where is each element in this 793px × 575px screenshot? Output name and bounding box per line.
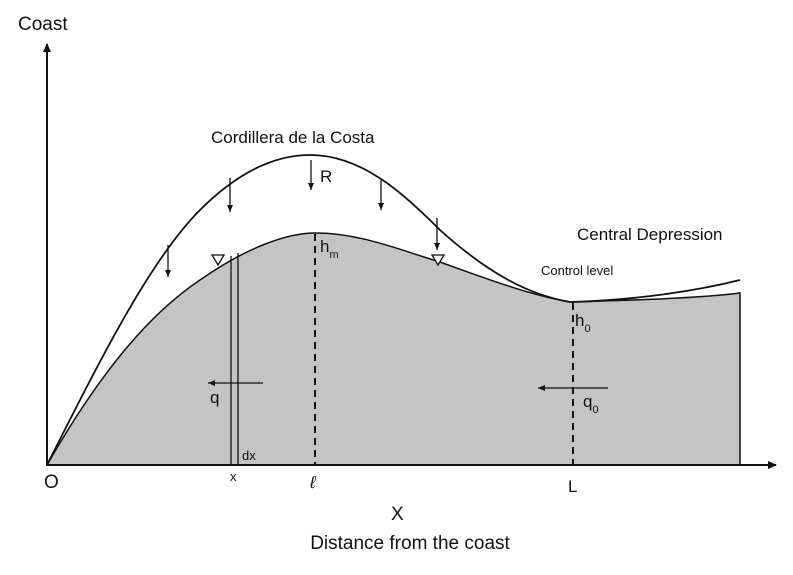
x-label: x — [230, 469, 237, 484]
h0-label: h0 — [575, 311, 591, 335]
ell-label: ℓ — [309, 473, 316, 492]
x-axis-title: Distance from the coast — [310, 533, 510, 554]
q0-label: q0 — [583, 392, 599, 416]
control-level-label: Control level — [541, 263, 613, 278]
mountain-label: Cordillera de la Costa — [211, 128, 375, 147]
q-label: q — [210, 388, 219, 407]
hm-label: hm — [320, 237, 339, 261]
water-table-symbol — [430, 254, 446, 267]
y-axis-label: Coast — [18, 14, 68, 35]
water-table-symbol — [210, 254, 226, 267]
origin-label: O — [44, 472, 59, 493]
aquifer — [45, 232, 741, 466]
topography — [46, 154, 741, 466]
L-label: L — [568, 477, 577, 496]
dx-label: dx — [242, 448, 256, 463]
recharge-label: R — [320, 167, 332, 186]
x-axis-label: X — [391, 504, 404, 525]
valley-label: Central Depression — [577, 225, 723, 244]
